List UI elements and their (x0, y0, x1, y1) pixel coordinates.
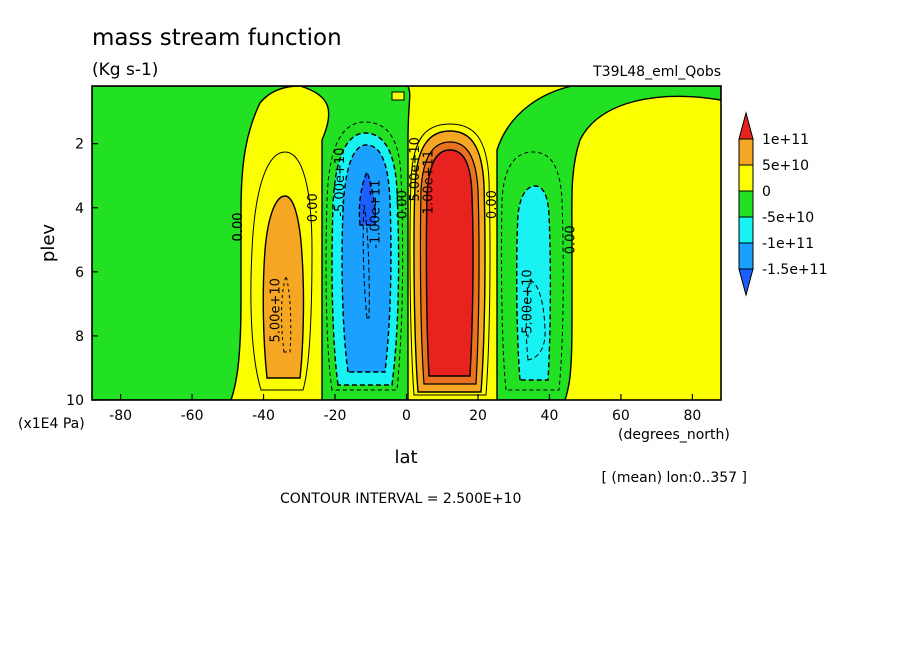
cell-northern-neg-75 (525, 279, 546, 361)
x-tick-label: 20 (469, 408, 487, 424)
x-axis-label: lat (394, 447, 417, 468)
colorbar-swatch (738, 138, 754, 166)
colorbar-swatch (738, 164, 754, 192)
cell-northern-neg-25 (500, 151, 564, 391)
region-southern-negative (92, 86, 301, 400)
x-tick-label: -40 (252, 408, 275, 424)
contour-label: 1.00e+11 (422, 150, 437, 214)
x-tick-label: 80 (683, 408, 701, 424)
colorbar-arrow-top (738, 111, 754, 140)
y-axis: 2 4 6 8 10 (66, 137, 98, 409)
chart-title: mass stream function (92, 25, 342, 51)
colorbar-swatch (738, 216, 754, 244)
x-tick-label: -60 (181, 408, 204, 424)
y-tick-label: 6 (75, 265, 84, 281)
chart-units: (Kg s-1) (92, 60, 158, 80)
contour-label: 0.00 (231, 213, 246, 242)
y-tick-label: 2 (75, 137, 84, 153)
colorbar-label: -1.5e+11 (762, 262, 827, 278)
x-units-label: (degrees_north) (618, 427, 730, 443)
x-tick-label: -80 (109, 408, 132, 424)
y-units-label: (x1E4 Pa) (18, 416, 85, 432)
cell-southern-neg-25 (325, 121, 404, 391)
colorbar-swatch (738, 190, 754, 218)
colorbar-label: 1e+11 (762, 132, 809, 148)
y-tick-label: 4 (75, 201, 84, 217)
cell-southern-positive-75 (281, 274, 292, 353)
cell-southern-neg-125 (362, 204, 370, 319)
x-tick-label: 60 (612, 408, 630, 424)
y-axis-label: plev (38, 224, 59, 263)
cell-northern-pos-25 (409, 123, 491, 396)
contour-label: -5.00e+10 (521, 269, 536, 338)
colorbar-legend: 1e+11 5e+10 0 -5e+10 -1e+11 -1.5e+11 (738, 111, 827, 297)
contour-interval-label: CONTOUR INTERVAL = 2.500E+10 (280, 491, 521, 507)
contour-label: 0.00 (485, 190, 500, 219)
colorbar-label: 5e+10 (762, 158, 809, 174)
contour-label: 0.00 (396, 190, 411, 219)
contour-label: 0.00 (563, 225, 578, 254)
cell-northern-neg-50 (515, 185, 552, 381)
x-tick-label: 40 (541, 408, 559, 424)
experiment-label: T39L48_eml_Qobs (592, 64, 721, 80)
contour-label: 0.00 (231, 213, 246, 242)
x-tick-label: 0 (402, 408, 411, 424)
cell-southern-positive-25 (250, 151, 313, 391)
contour-label: -1.00e+11 (369, 180, 384, 249)
cell-northern-pos-100 (425, 149, 474, 377)
colorbar-arrow-bottom (738, 268, 754, 297)
contour-label: -5.00e+10 (333, 148, 348, 217)
colorbar-swatch (738, 242, 754, 270)
colorbar-label: -1e+11 (762, 236, 814, 252)
colorbar-label: -5e+10 (762, 210, 814, 226)
contour-field: 5.00e+10-5.00e+10 -1.00e+115.00e+101.00e+… (92, 86, 721, 400)
contour-label: 0.00 (306, 193, 321, 222)
cell-southern-neg-100 (341, 144, 392, 373)
y-tick-label: 10 (66, 393, 84, 409)
small-positive-patch (391, 91, 405, 101)
x-axis: -80 -60 -40 -20 0 20 40 60 80 (109, 394, 701, 424)
subtitle-mean-lon: [ (mean) lon:0..357 ] (602, 470, 747, 486)
x-tick-label: -20 (324, 408, 347, 424)
contour-label: 5.00e+10 (269, 278, 284, 342)
region-northern-negative (496, 86, 721, 400)
colorbar-label: 0 (762, 184, 771, 200)
y-tick-label: 8 (75, 329, 84, 345)
cell-southern-positive-50 (262, 195, 305, 379)
contour-label: 5.00e+10 (408, 137, 423, 201)
